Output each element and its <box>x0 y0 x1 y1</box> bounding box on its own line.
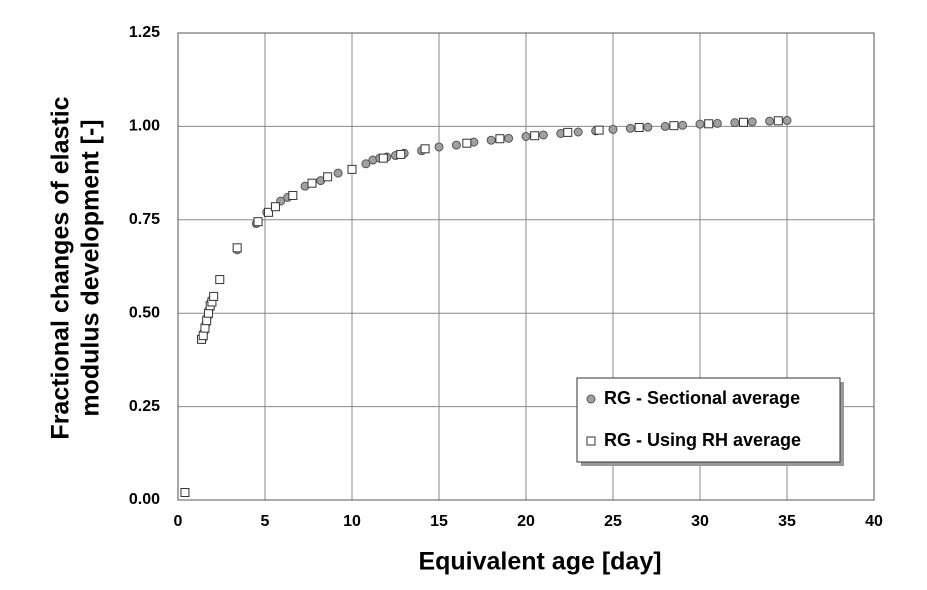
legend-marker <box>586 436 596 446</box>
data-point <box>209 291 219 301</box>
data-point <box>263 207 273 217</box>
x-axis-label: Equivalent age [day] <box>418 548 661 576</box>
data-point <box>643 122 653 132</box>
y-tick-label: 0.50 <box>129 304 160 321</box>
data-point <box>307 178 317 188</box>
data-point <box>678 120 688 130</box>
data-point <box>232 243 242 253</box>
data-point <box>215 275 225 285</box>
data-point <box>347 164 357 174</box>
x-tick-label: 35 <box>778 513 796 530</box>
data-point <box>634 123 644 133</box>
data-point <box>538 130 548 140</box>
data-point <box>730 118 740 128</box>
data-point <box>504 133 514 143</box>
data-point <box>434 142 444 152</box>
data-point <box>203 308 213 318</box>
data-point <box>782 115 792 125</box>
x-tick-label: 10 <box>343 513 361 530</box>
y-tick-label: 0.25 <box>129 398 160 415</box>
data-point <box>486 135 496 145</box>
legend <box>576 377 841 463</box>
data-point <box>378 153 388 163</box>
y-tick-label: 0.00 <box>129 491 160 508</box>
data-point <box>765 116 775 126</box>
data-point <box>198 331 208 341</box>
data-point <box>704 119 714 129</box>
plot-frame <box>177 32 875 501</box>
data-point <box>563 127 573 137</box>
data-point <box>288 191 298 201</box>
data-point <box>202 316 212 326</box>
data-point <box>530 131 540 141</box>
x-tick-label: 20 <box>517 513 535 530</box>
data-point <box>608 124 618 134</box>
data-point <box>573 127 583 137</box>
data-point <box>747 117 757 127</box>
x-tick-label: 0 <box>174 513 183 530</box>
x-tick-label: 5 <box>261 513 270 530</box>
x-tick-label: 25 <box>604 513 622 530</box>
y-tick-label: 1.00 <box>129 118 160 135</box>
data-point <box>253 217 263 227</box>
legend-label: RG - Sectional average <box>604 388 800 408</box>
data-point <box>521 131 531 141</box>
data-point <box>773 116 783 126</box>
data-point <box>420 144 430 154</box>
data-point <box>669 121 679 131</box>
x-tick-label: 30 <box>691 513 709 530</box>
data-point <box>361 159 371 169</box>
data-point <box>323 172 333 182</box>
data-point <box>695 119 705 129</box>
data-point <box>451 140 461 150</box>
y-tick-label: 1.25 <box>129 24 160 41</box>
data-point <box>333 168 343 178</box>
legend-marker <box>586 394 596 404</box>
data-point <box>396 149 406 159</box>
x-tick-label: 40 <box>865 513 883 530</box>
x-tick-label: 15 <box>430 513 448 530</box>
data-point <box>660 121 670 131</box>
data-point <box>270 202 280 212</box>
data-point <box>462 138 472 148</box>
data-point <box>712 118 722 128</box>
y-tick-label: 0.75 <box>129 211 160 228</box>
data-point <box>200 323 210 333</box>
data-point <box>739 117 748 127</box>
data-point <box>180 488 190 498</box>
y-axis-label: modulus development [-] <box>77 119 105 416</box>
y-axis-label: Fractional changes of elastic <box>47 96 75 439</box>
data-point <box>495 134 505 144</box>
data-point <box>594 125 604 135</box>
legend-label: RG - Using RH average <box>604 430 801 450</box>
data-point <box>625 123 635 133</box>
